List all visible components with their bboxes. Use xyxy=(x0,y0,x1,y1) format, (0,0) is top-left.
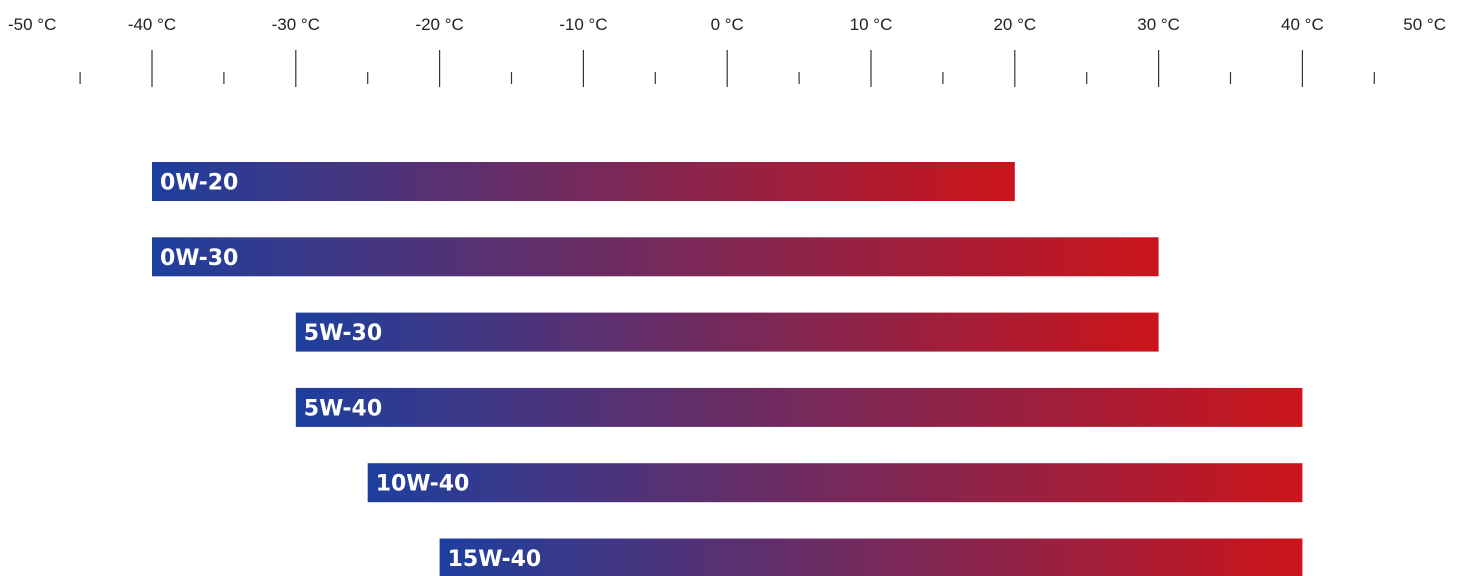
grade-label: 5W-30 xyxy=(304,321,382,346)
tick-label: 40 °C xyxy=(1281,15,1324,34)
tick-label: 0 °C xyxy=(711,15,744,34)
grade-label: 10W-40 xyxy=(376,472,470,497)
grade-label: 0W-20 xyxy=(160,171,238,196)
viscosity-bar: 15W-40 xyxy=(439,538,1303,576)
tick-label: -20 °C xyxy=(415,15,463,34)
grade-label: 0W-30 xyxy=(160,246,238,271)
temperature-axis: -50 °C -40 °C -30 °C -20 °C -10 °C 0 °C 10 °C 2… xyxy=(8,15,1446,87)
viscosity-bar: 0W-30 xyxy=(152,237,1159,277)
grade-label: 15W-40 xyxy=(448,547,542,572)
tick-label: 50 °C xyxy=(1403,15,1446,34)
grade-label: 5W-40 xyxy=(304,396,382,421)
bar-range xyxy=(152,237,1159,277)
tick-label: 30 °C xyxy=(1137,15,1180,34)
viscosity-bar: 5W-30 xyxy=(295,312,1159,352)
bar-range xyxy=(367,463,1303,503)
tick-label: -50 °C xyxy=(8,15,56,34)
tick-label: 20 °C xyxy=(993,15,1036,34)
viscosity-bars: 0W-20 0W-30 5W-30 5W-40 10W-40 15W-40 xyxy=(152,162,1303,576)
tick-label: -30 °C xyxy=(272,15,320,34)
bar-range xyxy=(152,162,1015,201)
bar-range xyxy=(295,312,1159,352)
bar-range xyxy=(439,538,1303,576)
tick-label: 10 °C xyxy=(850,15,893,34)
tick-label: -10 °C xyxy=(559,15,607,34)
tick-label: -40 °C xyxy=(128,15,176,34)
viscosity-bar: 5W-40 xyxy=(295,387,1303,427)
bar-range xyxy=(295,387,1303,427)
viscosity-bar: 10W-40 xyxy=(367,463,1303,503)
viscosity-bar: 0W-20 xyxy=(152,162,1015,201)
